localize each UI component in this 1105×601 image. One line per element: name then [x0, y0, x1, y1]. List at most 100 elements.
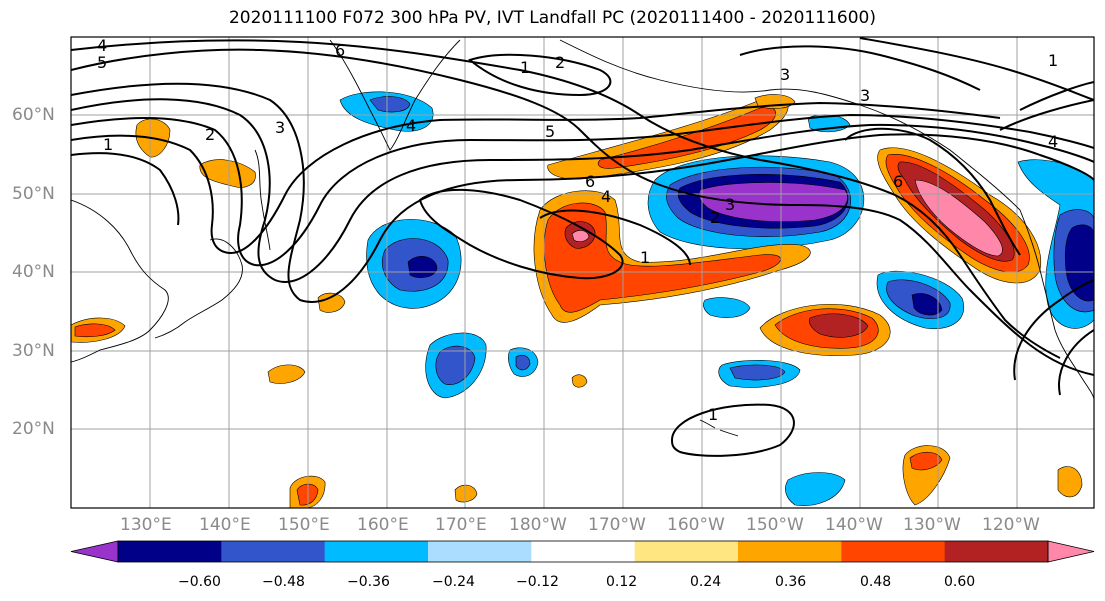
- contour-line: [1058, 329, 1094, 396]
- colorbar-segment: [221, 541, 326, 562]
- colorbar-tick: 0.60: [944, 574, 976, 590]
- positive-anomaly-south-b: [454, 484, 478, 503]
- contour-label: 2: [555, 53, 565, 72]
- positive-anomaly-south-d: [1057, 466, 1083, 498]
- contour-label: 4: [406, 116, 416, 135]
- lat-label-50n: 50°N: [12, 184, 55, 204]
- negative-anomaly-east-a: [703, 297, 751, 318]
- colorbar-segment: [944, 541, 1049, 562]
- contour-label: 1: [1048, 51, 1058, 70]
- lon-label: 160°E: [357, 515, 409, 535]
- lat-label-20n: 20°N: [12, 419, 55, 439]
- contour-label: 5: [545, 122, 555, 141]
- colorbar-segment: [118, 541, 222, 562]
- colorbar-tick: −0.36: [347, 574, 390, 590]
- colorbar: [70, 540, 1095, 563]
- lon-label: 180°W: [509, 515, 567, 535]
- contour-line: [467, 53, 612, 97]
- contour-label: 3: [725, 195, 735, 214]
- colorbar-tick: 0.24: [690, 574, 722, 590]
- contour-line: [418, 188, 624, 280]
- contour-line: [539, 209, 691, 266]
- lon-label: 170°W: [588, 515, 646, 535]
- negative-anomaly-kamchatka-core: [369, 96, 411, 113]
- contour-line: [71, 113, 1094, 267]
- contour-label: 2: [205, 125, 215, 144]
- colorbar-segment: [634, 541, 739, 562]
- contour-label: 3: [780, 65, 790, 84]
- coastline-na-west: [1019, 209, 1094, 401]
- contour-line: [1019, 81, 1094, 111]
- colorbar-tick: 0.36: [775, 574, 807, 590]
- colorbar-segment: [428, 541, 532, 562]
- contour-line: [739, 45, 981, 91]
- contour-label: 1: [640, 248, 650, 267]
- lat-label-30n: 30°N: [12, 341, 55, 361]
- lat-label-60n: 60°N: [12, 105, 55, 125]
- contour-line: [71, 101, 1001, 255]
- negative-anomaly-central-c-core: [729, 364, 786, 381]
- positive-anomaly-trough-west-center: [571, 230, 590, 242]
- colorbar-tick: 0.48: [860, 574, 892, 590]
- positive-anomaly-south-c-core: [909, 451, 943, 471]
- contour-line: [844, 127, 1021, 256]
- coastline-hawaii: [699, 419, 739, 437]
- contour-label: 3: [275, 118, 285, 137]
- colorbar-extend-min: [70, 540, 119, 563]
- map-title: 2020111100 F072 300 hPa PV, IVT Landfall…: [228, 8, 876, 28]
- contour-line: [670, 403, 795, 457]
- coastline-asia: [71, 199, 169, 363]
- colorbar-extend-max: [1047, 540, 1095, 563]
- contour-label: 4: [601, 187, 611, 206]
- lon-label: 140°W: [825, 515, 883, 535]
- colorbar-tick: 0.12: [606, 574, 638, 590]
- contour-label: 5: [97, 53, 107, 72]
- positive-anomaly-small-b: [267, 364, 306, 384]
- pv-anomaly-fills: [71, 91, 1094, 508]
- contour-label: 6: [335, 41, 345, 60]
- lon-label: 150°E: [278, 515, 330, 535]
- contour-label: 1: [520, 58, 530, 77]
- contour-label: 6: [585, 172, 595, 191]
- positive-anomaly-coast-center: [914, 179, 1003, 257]
- negative-anomaly-south: [785, 472, 846, 506]
- colorbar-tick: −0.60: [178, 574, 221, 590]
- contour-label: 6: [893, 172, 903, 191]
- colorbar-tick: −0.48: [262, 574, 305, 590]
- coastline-alaska: [559, 39, 1021, 211]
- contour-line: [71, 39, 1061, 359]
- lon-label: 140°E: [199, 515, 251, 535]
- negative-anomaly-gulf-center: [698, 182, 848, 222]
- negative-anomaly-west-pacific-center: [407, 256, 438, 278]
- contour-label: 4: [1048, 132, 1058, 151]
- coastlines: [71, 39, 1094, 437]
- positive-anomaly-japan: [199, 159, 256, 188]
- contour-label-3: 3: [860, 86, 870, 105]
- lon-label: 150°W: [746, 515, 804, 535]
- lon-label: 130°E: [120, 515, 172, 535]
- contour-line: [71, 48, 1094, 376]
- positive-anomaly-trough-west-core: [543, 202, 781, 313]
- colorbar-segment: [738, 541, 842, 562]
- contour-label: 4: [97, 36, 107, 55]
- contour-label: 1: [103, 135, 113, 154]
- negative-anomaly-central-b-core: [515, 354, 531, 371]
- positive-anomaly-sw-core: [74, 323, 116, 338]
- colorbar-segment: [531, 541, 636, 562]
- contour-label: 1: [708, 405, 718, 424]
- colorbar-tick: −0.24: [432, 574, 475, 590]
- negative-anomaly-coast-inner: [1064, 224, 1094, 302]
- contour-line: [999, 99, 1094, 131]
- contour-label: 2: [710, 208, 720, 227]
- lon-label: 170°E: [435, 515, 487, 535]
- colorbar-segment: [841, 541, 946, 562]
- colorbar-segment: [324, 541, 429, 562]
- lon-label: 160°W: [667, 515, 725, 535]
- contour-line: [71, 98, 1094, 283]
- colorbar-tick: −0.12: [516, 574, 559, 590]
- contour-labels: 4 5 6 1 2 3 4 1 2 3 1 5 6 4 2 3 1 6 4 1: [97, 36, 1058, 424]
- contour-line: [859, 37, 1094, 101]
- colorbar-border: [117, 540, 1049, 563]
- negative-anomaly-east-b-center: [911, 293, 943, 316]
